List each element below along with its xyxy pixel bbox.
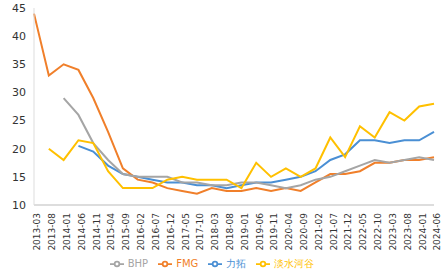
svg-text:2014-11: 2014-11 — [92, 213, 102, 251]
svg-text:2014-01: 2014-01 — [62, 213, 72, 251]
svg-text:45: 45 — [12, 2, 26, 15]
svg-text:2014-06: 2014-06 — [77, 213, 87, 251]
html-text:力拓: 力拓 — [226, 258, 247, 269]
svg-text:2019-01: 2019-01 — [240, 213, 250, 251]
svg-text:2017-05: 2017-05 — [181, 213, 191, 251]
svg-text:2024-06: 2024-06 — [432, 213, 438, 251]
svg-text:35: 35 — [12, 58, 26, 71]
svg-text:2019-06: 2019-06 — [255, 213, 265, 251]
html-text:BHP: BHP — [127, 258, 149, 269]
html-text:淡水河谷: 淡水河谷 — [274, 258, 315, 269]
svg-text:2023-03: 2023-03 — [388, 213, 398, 251]
svg-text:2023-08: 2023-08 — [403, 213, 413, 251]
svg-text:2021-02: 2021-02 — [314, 213, 324, 251]
html-text:FMG: FMG — [176, 258, 199, 269]
svg-text:2019-11: 2019-11 — [269, 213, 279, 251]
svg-text:2015-04: 2015-04 — [106, 213, 116, 251]
svg-text:2017-10: 2017-10 — [195, 213, 205, 251]
svg-text:2022-10: 2022-10 — [373, 213, 383, 251]
svg-text:10: 10 — [12, 199, 26, 212]
svg-text:2016-12: 2016-12 — [166, 213, 176, 251]
svg-text:2024-01: 2024-01 — [418, 213, 428, 251]
svg-text:2022-05: 2022-05 — [358, 213, 368, 251]
svg-text:2016-07: 2016-07 — [151, 213, 161, 251]
svg-text:30: 30 — [12, 86, 26, 99]
svg-text:20: 20 — [12, 143, 26, 156]
svg-text:2021-12: 2021-12 — [344, 213, 354, 251]
svg-text:2020-04: 2020-04 — [284, 213, 294, 251]
svg-text:2018-03: 2018-03 — [210, 213, 220, 251]
svg-text:2013-03: 2013-03 — [32, 213, 42, 251]
svg-text:2018-08: 2018-08 — [225, 213, 235, 251]
svg-text:2016-02: 2016-02 — [136, 213, 146, 251]
svg-text:2021-07: 2021-07 — [329, 213, 339, 251]
svg-text:2020-09: 2020-09 — [299, 213, 309, 251]
svg-text:2015-09: 2015-09 — [121, 213, 131, 251]
svg-text:2013-08: 2013-08 — [47, 213, 57, 251]
svg-text:15: 15 — [12, 171, 26, 184]
svg-text:25: 25 — [12, 114, 26, 127]
svg-text:40: 40 — [12, 30, 26, 43]
